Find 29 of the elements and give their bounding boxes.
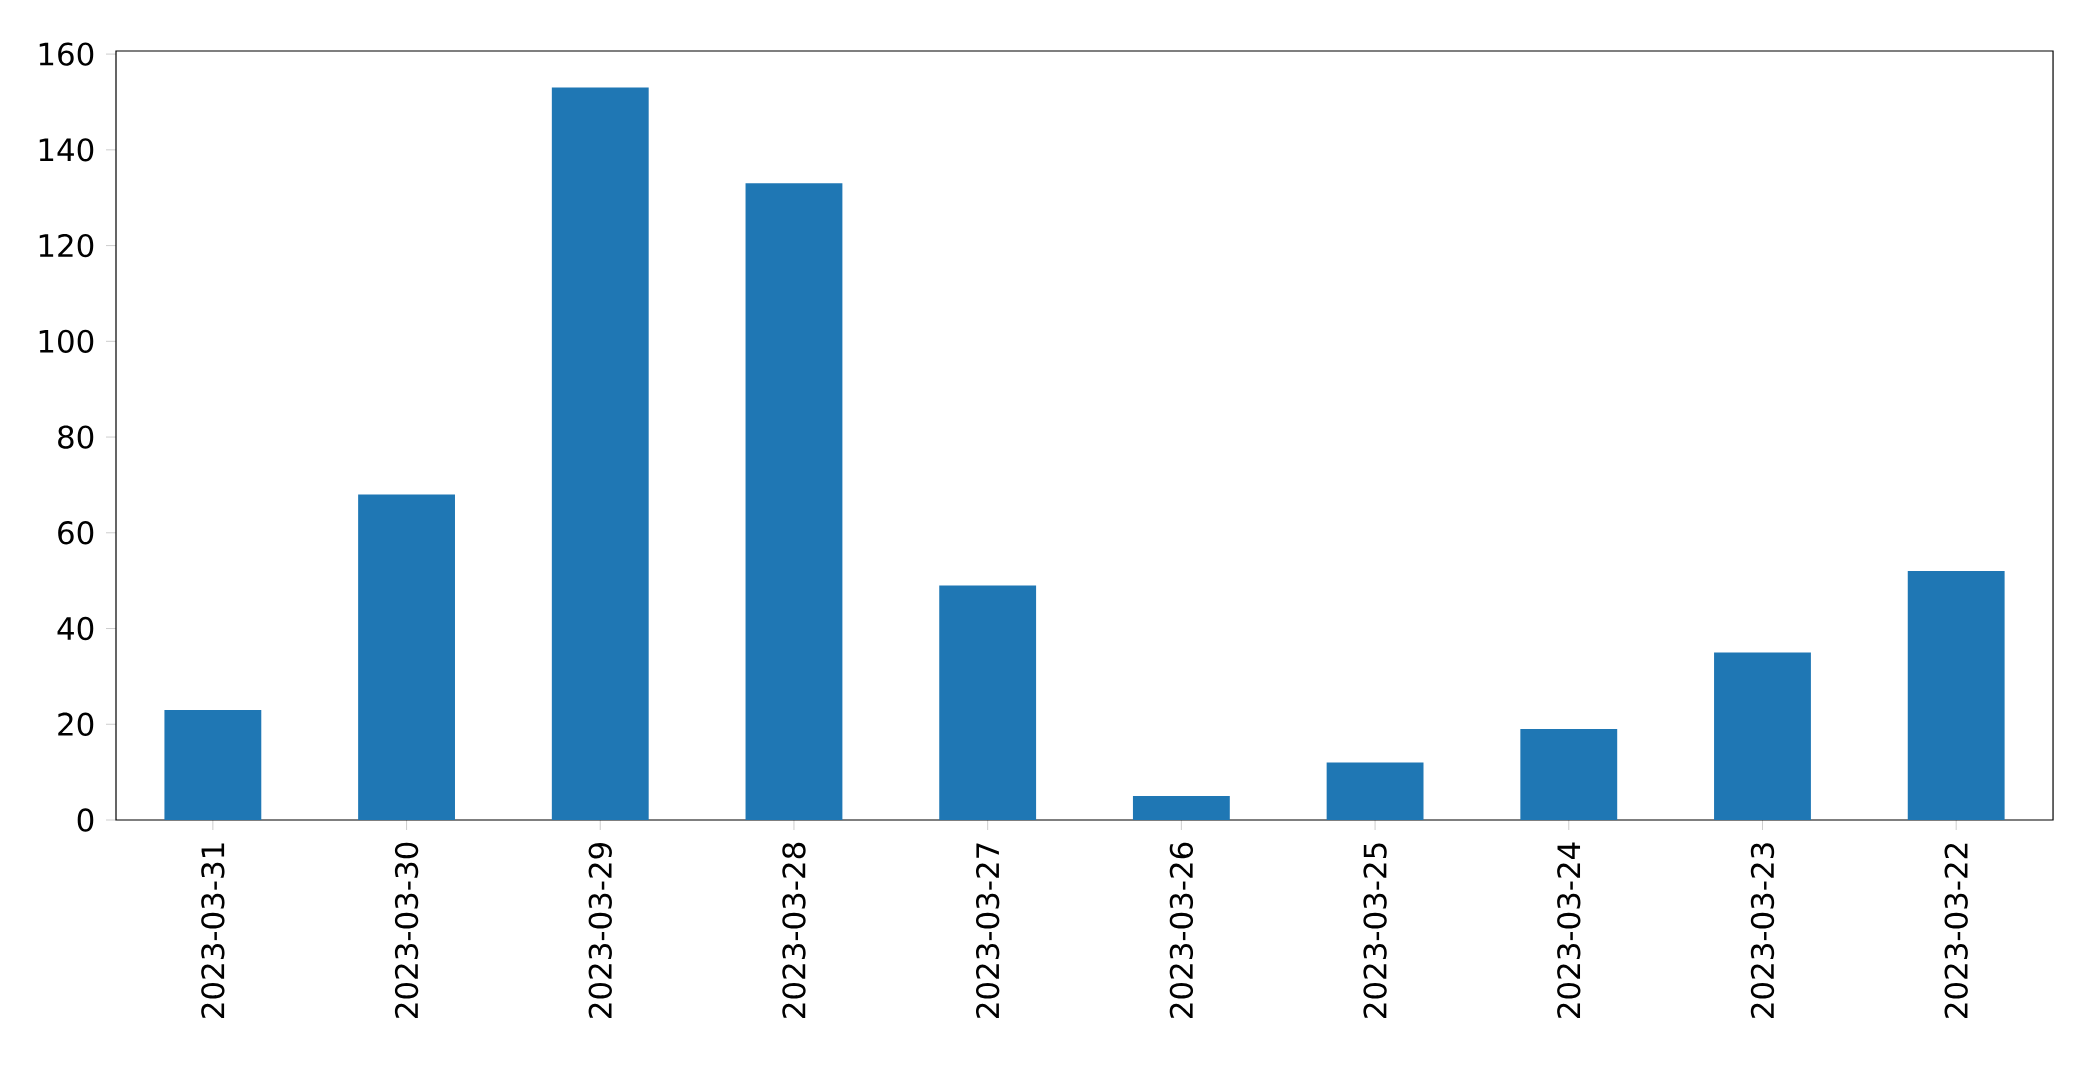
bar: [358, 494, 455, 820]
x-tick-label: 2023-03-31: [201, 843, 225, 1018]
y-tick-label: 100: [39, 329, 94, 353]
x-tick-label: 2023-03-30: [394, 842, 419, 1018]
y-tick-label: 140: [39, 138, 94, 162]
bar: [1132, 796, 1230, 820]
bar: [745, 183, 843, 820]
y-tick-label: 60: [58, 521, 94, 545]
x-tick-label: 2023-03-29: [588, 842, 612, 1018]
bar: [1326, 762, 1424, 820]
x-tick-label: 2023-03-27: [976, 843, 1000, 1018]
bar: [1520, 729, 1618, 820]
x-tick-label: 2023-03-24: [1557, 842, 1581, 1018]
y-tick-label: 40: [57, 616, 94, 641]
bar: [1714, 652, 1811, 820]
y-tick-label: 160: [39, 42, 94, 66]
y-tick-label: 120: [39, 233, 94, 258]
x-tick-label: 2023-03-28: [782, 842, 806, 1018]
x-tick-label: 2023-03-26: [1169, 842, 1194, 1018]
x-tick-label: 2023-03-22: [1944, 843, 1968, 1018]
x-tick-label: 2023-03-23: [1750, 843, 1775, 1018]
bar: [1907, 571, 2005, 820]
y-tick-label: 20: [58, 712, 94, 736]
bar: [164, 709, 262, 820]
y-tick-label: 80: [58, 425, 94, 449]
bar: [939, 585, 1037, 820]
x-tick-label: 2023-03-25: [1363, 843, 1387, 1018]
bar: [551, 87, 649, 820]
y-tick-label: 0: [77, 808, 94, 832]
